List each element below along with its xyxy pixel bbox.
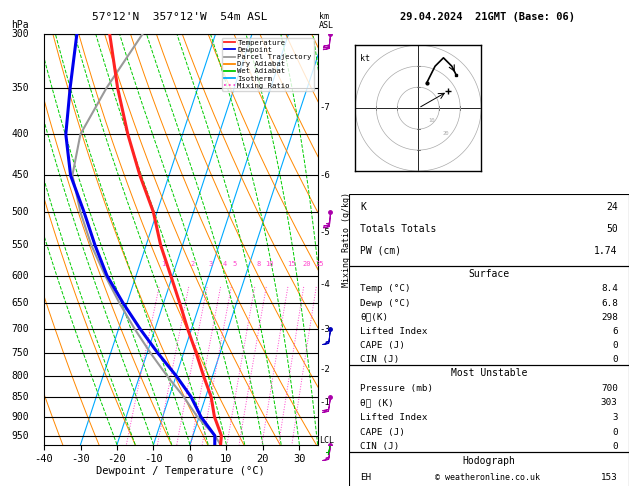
Text: 303: 303: [601, 399, 618, 407]
Text: 350: 350: [11, 83, 29, 93]
Text: CIN (J): CIN (J): [360, 442, 399, 451]
Text: θᴄ(K): θᴄ(K): [360, 312, 389, 322]
Bar: [349, 452, 629, 486]
Text: 10: 10: [428, 118, 435, 123]
Text: 900: 900: [11, 412, 29, 422]
Text: CAPE (J): CAPE (J): [360, 341, 405, 350]
Text: © weatheronline.co.uk: © weatheronline.co.uk: [435, 473, 540, 482]
X-axis label: Dewpoint / Temperature (°C): Dewpoint / Temperature (°C): [96, 466, 265, 476]
Text: 24: 24: [606, 202, 618, 212]
Text: -2: -2: [319, 364, 330, 374]
Bar: [349, 194, 629, 266]
Text: 8.4: 8.4: [601, 284, 618, 294]
Text: 800: 800: [11, 371, 29, 381]
Text: 400: 400: [11, 129, 29, 139]
Text: EH: EH: [360, 473, 372, 482]
Text: 10: 10: [265, 260, 274, 267]
Text: 700: 700: [601, 384, 618, 393]
Text: hPa: hPa: [11, 20, 29, 30]
Text: 550: 550: [11, 240, 29, 250]
Text: 450: 450: [11, 170, 29, 180]
Text: 0: 0: [612, 341, 618, 350]
Text: 600: 600: [11, 271, 29, 280]
Text: LCL: LCL: [319, 436, 334, 445]
Text: 153: 153: [601, 473, 618, 482]
Text: Lifted Index: Lifted Index: [360, 413, 428, 422]
Text: 50: 50: [606, 224, 618, 234]
Text: -6: -6: [319, 171, 330, 180]
Text: 0: 0: [612, 355, 618, 364]
Text: 500: 500: [11, 207, 29, 217]
Text: 57°12'N  357°12'W  54m ASL: 57°12'N 357°12'W 54m ASL: [91, 12, 267, 22]
Text: -5: -5: [319, 228, 330, 237]
Text: Pressure (mb): Pressure (mb): [360, 384, 433, 393]
Text: 2: 2: [191, 260, 195, 267]
Text: 15: 15: [287, 260, 296, 267]
Text: -7: -7: [319, 103, 330, 112]
Text: θᴄ (K): θᴄ (K): [360, 399, 394, 407]
Text: 298: 298: [601, 312, 618, 322]
Text: Hodograph: Hodograph: [462, 456, 516, 466]
Text: 6: 6: [612, 327, 618, 336]
Text: 25: 25: [315, 260, 324, 267]
Text: 1.74: 1.74: [594, 246, 618, 256]
Text: 6.8: 6.8: [601, 298, 618, 308]
Text: -4: -4: [319, 279, 330, 289]
Text: 300: 300: [11, 29, 29, 39]
Text: CIN (J): CIN (J): [360, 355, 399, 364]
Text: K: K: [360, 202, 366, 212]
Text: 8: 8: [256, 260, 260, 267]
Text: 1: 1: [161, 260, 165, 267]
Bar: [349, 266, 629, 365]
Text: Lifted Index: Lifted Index: [360, 327, 428, 336]
Text: 4: 4: [222, 260, 226, 267]
Text: 5: 5: [233, 260, 237, 267]
Text: Most Unstable: Most Unstable: [451, 368, 527, 379]
Text: Temp (°C): Temp (°C): [360, 284, 411, 294]
Text: km
ASL: km ASL: [319, 12, 334, 30]
Legend: Temperature, Dewpoint, Parcel Trajectory, Dry Adiabat, Wet Adiabat, Isotherm, Mi: Temperature, Dewpoint, Parcel Trajectory…: [221, 37, 314, 91]
Text: kt: kt: [360, 53, 370, 63]
Text: 20: 20: [442, 131, 449, 137]
Text: 700: 700: [11, 324, 29, 334]
Text: 750: 750: [11, 348, 29, 358]
Text: 0: 0: [612, 442, 618, 451]
Text: Surface: Surface: [469, 269, 509, 279]
Text: -3: -3: [319, 325, 330, 334]
Text: 20: 20: [303, 260, 311, 267]
Text: 3: 3: [209, 260, 213, 267]
Text: Totals Totals: Totals Totals: [360, 224, 437, 234]
Text: PW (cm): PW (cm): [360, 246, 401, 256]
Text: 0: 0: [612, 428, 618, 436]
Text: 3: 3: [612, 413, 618, 422]
Text: 29.04.2024  21GMT (Base: 06): 29.04.2024 21GMT (Base: 06): [400, 12, 575, 22]
Text: 650: 650: [11, 298, 29, 309]
Text: 850: 850: [11, 392, 29, 402]
Text: -1: -1: [319, 399, 330, 407]
Text: Mixing Ratio (g/kg): Mixing Ratio (g/kg): [342, 192, 351, 287]
Text: Dewp (°C): Dewp (°C): [360, 298, 411, 308]
Bar: [349, 365, 629, 452]
Text: CAPE (J): CAPE (J): [360, 428, 405, 436]
Text: 950: 950: [11, 431, 29, 441]
